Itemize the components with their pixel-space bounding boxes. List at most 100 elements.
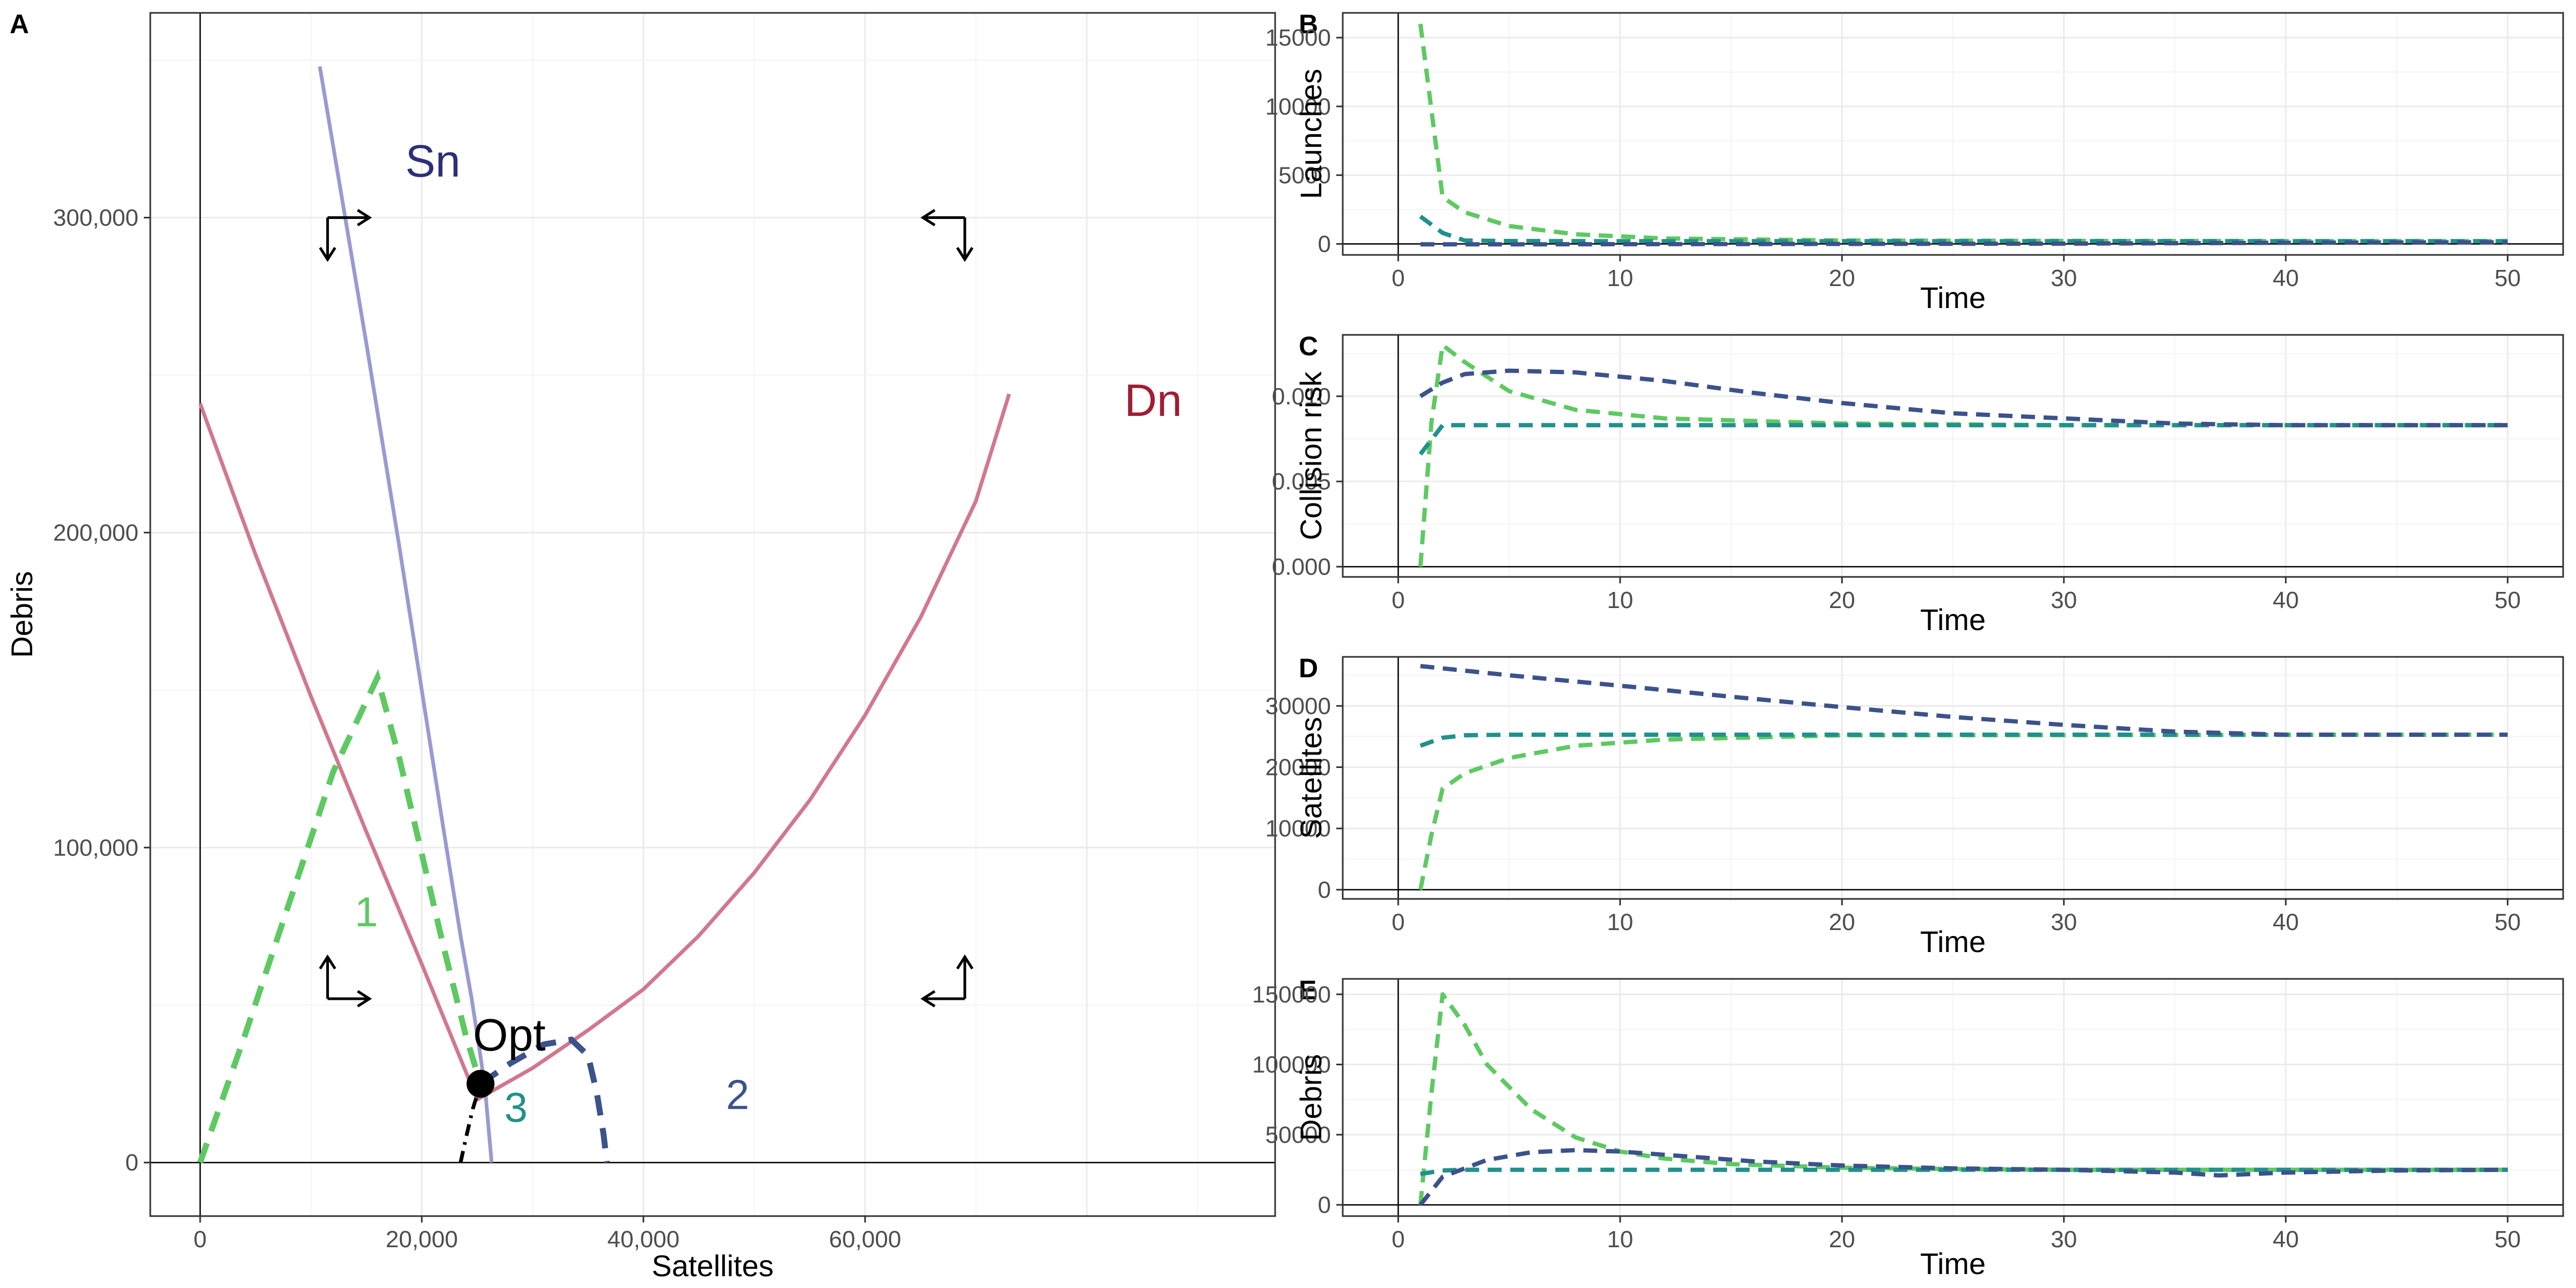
y-tick-label: 100000 bbox=[1252, 1052, 1331, 1078]
x-tick-label: 50 bbox=[2494, 587, 2521, 613]
x-tick-label: 0 bbox=[1392, 909, 1404, 935]
x-tick-label: 20 bbox=[1829, 265, 1855, 291]
nullcline-sn bbox=[318, 66, 494, 1163]
panel-letter: B bbox=[1299, 9, 1318, 39]
x-tick-label: 20 bbox=[1829, 909, 1855, 935]
panel-letter: A bbox=[10, 9, 29, 39]
x-axis-title: Time bbox=[1920, 925, 1986, 958]
direction-arrow-right-down bbox=[319, 209, 372, 262]
y-tick-label: 15000 bbox=[1265, 25, 1331, 51]
x-tick-label: 20 bbox=[1829, 1226, 1855, 1253]
y-tick-label: 30000 bbox=[1265, 693, 1331, 719]
x-tick-label: 30 bbox=[2051, 265, 2077, 291]
x-tick-label: 0 bbox=[1392, 1226, 1404, 1253]
y-tick-label: 0 bbox=[1318, 877, 1331, 903]
x-tick-label: 10 bbox=[1607, 1226, 1633, 1253]
arrow-horizontal-head bbox=[920, 990, 936, 1008]
x-axis-title: Satellites bbox=[652, 1249, 773, 1283]
trajectory-label-2: 2 bbox=[726, 1071, 749, 1118]
series-line-1 bbox=[1419, 215, 2508, 244]
y-axis-title: Satellites bbox=[1294, 717, 1328, 839]
arrow-horizontal-head bbox=[357, 990, 372, 1008]
series-line-2 bbox=[1418, 1148, 2508, 1206]
x-axis-title: Time bbox=[1920, 1247, 1986, 1280]
panel-letter: E bbox=[1299, 975, 1316, 1005]
y-tick-label: 10000 bbox=[1265, 816, 1331, 842]
x-tick-label: 0 bbox=[1392, 587, 1404, 613]
x-tick-label: 20 bbox=[1829, 587, 1855, 613]
panel-a: A 0 20,000 40,000 60,000 0 100,000 200,000 300,0… bbox=[5, 9, 1276, 1283]
y-tick-label: 0.000 bbox=[1272, 554, 1331, 580]
panel-c: C 0 10 20 30 40 50 0.000 0.005 0.010 Time Collision… bbox=[1272, 331, 2564, 636]
x-tick-label: 30 bbox=[2051, 1226, 2077, 1253]
x-tick-label: 30 bbox=[2051, 587, 2077, 613]
y-axis-title: Debris bbox=[5, 571, 39, 658]
y-tick-label: 0 bbox=[1318, 1192, 1331, 1218]
y-tick-label: 0.005 bbox=[1272, 469, 1331, 495]
arrow-vertical-head bbox=[956, 954, 974, 970]
series-line-1 bbox=[1418, 423, 2508, 456]
arrow-horizontal-head bbox=[357, 209, 372, 226]
panel-d: D 0 10 20 30 40 50 0 10000 20000 30000 Time Satellit… bbox=[1265, 653, 2564, 958]
x-tick-label: 0 bbox=[194, 1226, 207, 1253]
x-axis-title: Time bbox=[1920, 281, 1986, 314]
optimum-point bbox=[466, 1070, 495, 1098]
x-tick-label: 40,000 bbox=[608, 1226, 680, 1253]
y-tick-label: 50000 bbox=[1265, 1122, 1331, 1148]
nullcline-dn bbox=[198, 393, 1011, 1102]
panel-border bbox=[1342, 656, 2564, 900]
y-tick-label: 20000 bbox=[1265, 755, 1331, 781]
x-tick-label: 50 bbox=[2494, 909, 2521, 935]
optimum-label: Opt bbox=[473, 1009, 545, 1060]
y-tick-label: 150000 bbox=[1252, 982, 1331, 1008]
panel-border bbox=[149, 12, 1276, 1217]
y-tick-label: 300,000 bbox=[53, 204, 138, 231]
x-tick-label: 40 bbox=[2273, 587, 2299, 613]
x-tick-label: 50 bbox=[2494, 265, 2521, 291]
x-tick-label: 30 bbox=[2051, 909, 2077, 935]
y-tick-label: 200,000 bbox=[53, 519, 138, 546]
x-tick-label: 40 bbox=[2273, 265, 2299, 291]
nullcline-label-dn: Dn bbox=[1124, 375, 1182, 426]
x-tick-label: 10 bbox=[1607, 265, 1633, 291]
x-tick-label: 10 bbox=[1607, 587, 1633, 613]
x-tick-label: 50 bbox=[2494, 1226, 2521, 1253]
trajectory-1 bbox=[197, 669, 484, 1164]
x-tick-label: 40 bbox=[2273, 909, 2299, 935]
nullcline-label-sn: Sn bbox=[405, 136, 460, 186]
trajectory-2 bbox=[479, 1036, 610, 1163]
x-axis-title: Time bbox=[1920, 603, 1986, 636]
y-tick-label: 10000 bbox=[1265, 93, 1331, 120]
arrow-vertical-head bbox=[319, 247, 336, 262]
x-tick-label: 60,000 bbox=[829, 1226, 902, 1253]
y-axis-title: Launches bbox=[1294, 69, 1328, 199]
panel-b: B 0 10 20 30 40 50 0 5000 10000 15000 Time Launches bbox=[1265, 9, 2564, 314]
panel-letter: C bbox=[1299, 331, 1318, 361]
y-axis-title: Collision risk bbox=[1294, 371, 1328, 540]
plot-area bbox=[150, 13, 1275, 1216]
y-tick-label: 100,000 bbox=[53, 835, 138, 861]
series-line-2 bbox=[1419, 368, 2508, 428]
direction-arrow-left-up bbox=[920, 954, 974, 1008]
arrow-vertical-head bbox=[319, 954, 336, 970]
panel-border bbox=[1342, 334, 2564, 578]
y-tick-label: 0 bbox=[1318, 231, 1331, 258]
panel-letter: D bbox=[1299, 653, 1318, 683]
series-line-2 bbox=[1420, 664, 2508, 737]
series-line-1 bbox=[1419, 733, 2508, 748]
arrow-vertical-head bbox=[956, 247, 974, 262]
x-tick-label: 10 bbox=[1607, 909, 1633, 935]
y-tick-label: 0.010 bbox=[1272, 383, 1331, 409]
trajectory-label-1: 1 bbox=[355, 888, 378, 935]
series-line-2 bbox=[1420, 240, 2508, 247]
panel-e: E 0 10 20 30 40 50 0 50000 100000 150000 Time Debris bbox=[1252, 975, 2564, 1280]
direction-arrow-right-up bbox=[319, 954, 372, 1008]
panel-border bbox=[1342, 12, 2564, 256]
arrow-horizontal-head bbox=[920, 209, 936, 226]
x-tick-label: 40 bbox=[2273, 1226, 2299, 1253]
y-tick-label: 0 bbox=[126, 1150, 138, 1176]
direction-arrow-left-down bbox=[920, 209, 974, 262]
y-axis-title: Debris bbox=[1294, 1054, 1328, 1141]
y-tick-label: 5000 bbox=[1278, 162, 1331, 188]
